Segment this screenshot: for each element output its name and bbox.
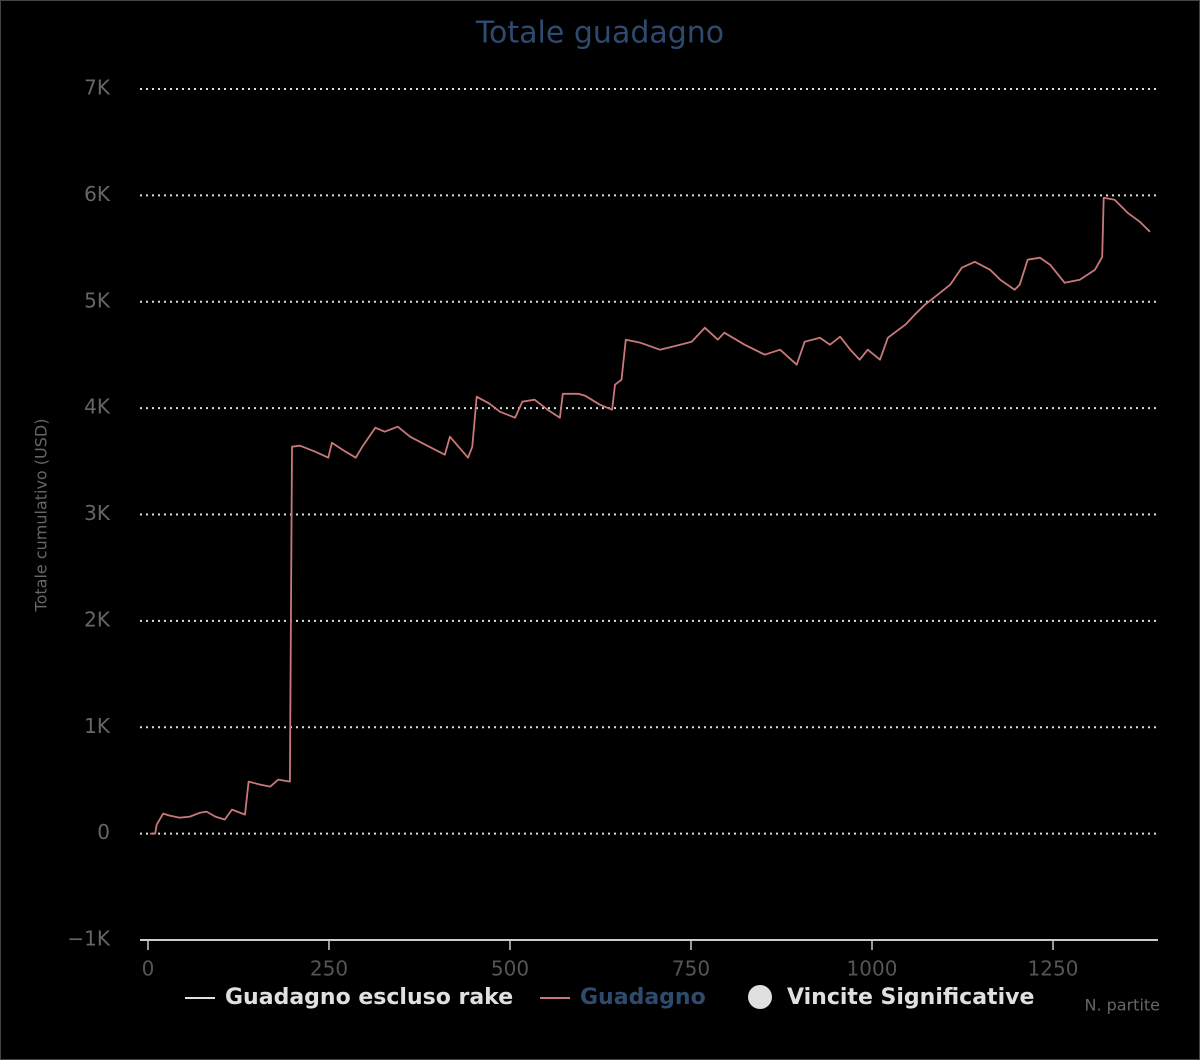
legend-label[interactable]: Vincite Significative bbox=[787, 985, 1034, 1010]
x-axis-title: N. partite bbox=[1084, 996, 1160, 1015]
x-tick-label: 750 bbox=[672, 957, 710, 981]
x-tick-label: 0 bbox=[142, 957, 155, 981]
y-tick-label: 7K bbox=[84, 76, 111, 100]
y-tick-label: 1K bbox=[84, 714, 111, 738]
legend-marker[interactable] bbox=[748, 985, 772, 1009]
x-tick-label: 250 bbox=[310, 957, 348, 981]
y-tick-label: 4K bbox=[84, 395, 111, 419]
y-tick-label: 0 bbox=[97, 820, 110, 844]
legend-label[interactable]: Guadagno bbox=[580, 985, 706, 1010]
y-axis-title: Totale cumulativo (USD) bbox=[32, 419, 51, 613]
y-tick-label: 5K bbox=[84, 288, 111, 312]
x-tick-label: 500 bbox=[491, 957, 529, 981]
y-tick-label: 2K bbox=[84, 607, 111, 631]
x-tick-label: 1000 bbox=[847, 957, 898, 981]
y-tick-label: 6K bbox=[84, 182, 111, 206]
chart-title: Totale guadagno bbox=[475, 16, 724, 51]
legend-label[interactable]: Guadagno escluso rake bbox=[225, 985, 513, 1010]
x-tick-label: 1250 bbox=[1028, 957, 1079, 981]
y-tick-label: −1K bbox=[67, 927, 110, 951]
series-line bbox=[150, 196, 1151, 835]
y-tick-label: 3K bbox=[84, 501, 111, 525]
